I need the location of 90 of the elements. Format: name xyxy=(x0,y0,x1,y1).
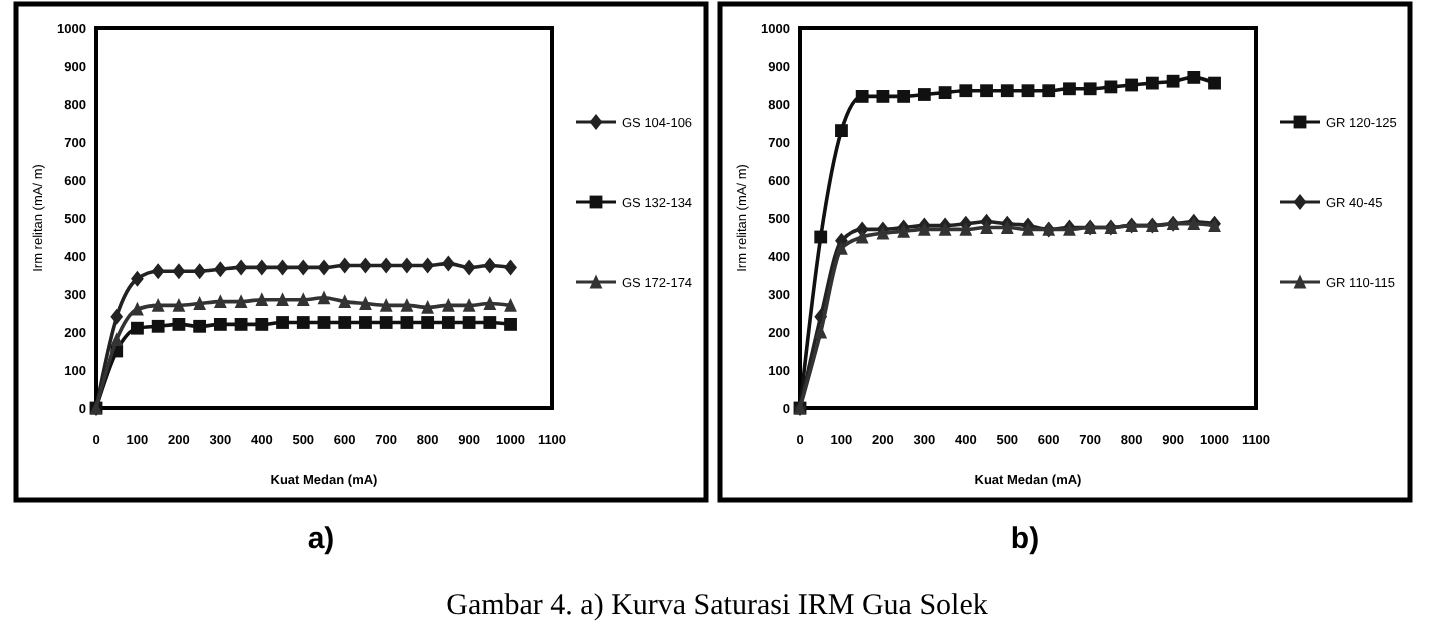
point xyxy=(296,316,310,329)
point xyxy=(338,316,352,329)
point xyxy=(400,298,414,312)
point xyxy=(296,292,310,307)
point xyxy=(897,90,911,103)
point xyxy=(151,319,165,333)
point xyxy=(814,230,828,244)
point xyxy=(1187,71,1201,84)
point xyxy=(234,259,248,276)
point xyxy=(151,263,165,280)
point xyxy=(213,294,227,308)
point xyxy=(1083,82,1097,96)
point xyxy=(938,86,952,99)
text: b) xyxy=(1010,522,1040,556)
point xyxy=(483,296,497,310)
point xyxy=(255,292,269,307)
point xyxy=(421,257,435,274)
point xyxy=(462,316,476,329)
point xyxy=(131,270,144,287)
point xyxy=(980,220,993,234)
point xyxy=(276,316,289,329)
text: a) xyxy=(307,522,335,556)
point xyxy=(255,318,269,331)
point xyxy=(359,296,372,310)
point xyxy=(980,84,993,98)
point xyxy=(504,318,517,331)
point xyxy=(317,259,331,276)
point xyxy=(213,318,227,331)
point xyxy=(110,308,124,325)
point xyxy=(1042,84,1056,98)
point xyxy=(276,292,289,307)
point xyxy=(504,298,517,312)
point xyxy=(338,257,352,274)
point xyxy=(462,298,476,312)
point xyxy=(234,318,248,331)
point xyxy=(1063,82,1076,96)
point xyxy=(317,316,331,329)
point xyxy=(1021,222,1035,236)
point xyxy=(193,296,207,310)
text: Gambar 4. a) Kurva Saturasi IRM Gua Solek xyxy=(446,590,989,622)
point xyxy=(462,259,476,276)
point xyxy=(441,255,455,272)
point xyxy=(400,316,414,329)
point xyxy=(379,316,393,329)
point xyxy=(959,222,973,236)
point xyxy=(296,259,310,276)
point xyxy=(855,90,869,103)
point xyxy=(1000,220,1014,234)
point xyxy=(917,222,931,236)
point xyxy=(193,263,207,280)
point xyxy=(131,321,144,335)
point xyxy=(1208,76,1221,90)
point xyxy=(835,124,848,137)
point xyxy=(483,257,497,274)
point xyxy=(959,84,973,98)
point xyxy=(234,294,248,308)
point xyxy=(110,332,124,346)
point xyxy=(441,298,455,312)
point xyxy=(172,298,186,312)
point xyxy=(1166,74,1180,88)
point xyxy=(421,299,435,314)
point xyxy=(151,298,165,312)
point xyxy=(917,88,931,101)
point xyxy=(421,316,435,329)
point xyxy=(172,318,186,331)
point xyxy=(338,294,352,308)
point xyxy=(193,319,207,333)
point xyxy=(1145,76,1159,90)
point xyxy=(131,301,144,316)
point xyxy=(814,324,828,339)
point xyxy=(400,257,414,274)
point xyxy=(504,259,517,276)
point xyxy=(255,259,269,276)
point xyxy=(1000,84,1014,98)
point xyxy=(379,257,393,274)
point xyxy=(876,90,890,103)
point xyxy=(317,290,331,305)
point xyxy=(835,241,848,255)
point xyxy=(359,316,372,329)
point xyxy=(938,222,952,236)
point xyxy=(1021,84,1035,98)
point xyxy=(213,261,227,278)
point xyxy=(1125,78,1139,92)
point xyxy=(359,257,372,274)
point xyxy=(379,298,393,312)
point xyxy=(483,316,497,329)
point xyxy=(172,263,186,280)
point xyxy=(855,229,869,244)
point xyxy=(441,316,455,329)
point xyxy=(276,259,289,276)
